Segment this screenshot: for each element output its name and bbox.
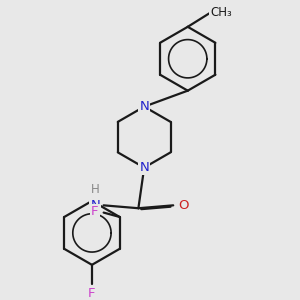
Text: F: F	[91, 205, 99, 218]
Text: CH₃: CH₃	[210, 6, 232, 19]
Text: F: F	[88, 287, 96, 300]
Text: N: N	[139, 100, 149, 113]
Text: N: N	[91, 199, 100, 212]
Text: O: O	[178, 199, 189, 212]
Text: H: H	[91, 183, 100, 196]
Text: N: N	[139, 161, 149, 174]
